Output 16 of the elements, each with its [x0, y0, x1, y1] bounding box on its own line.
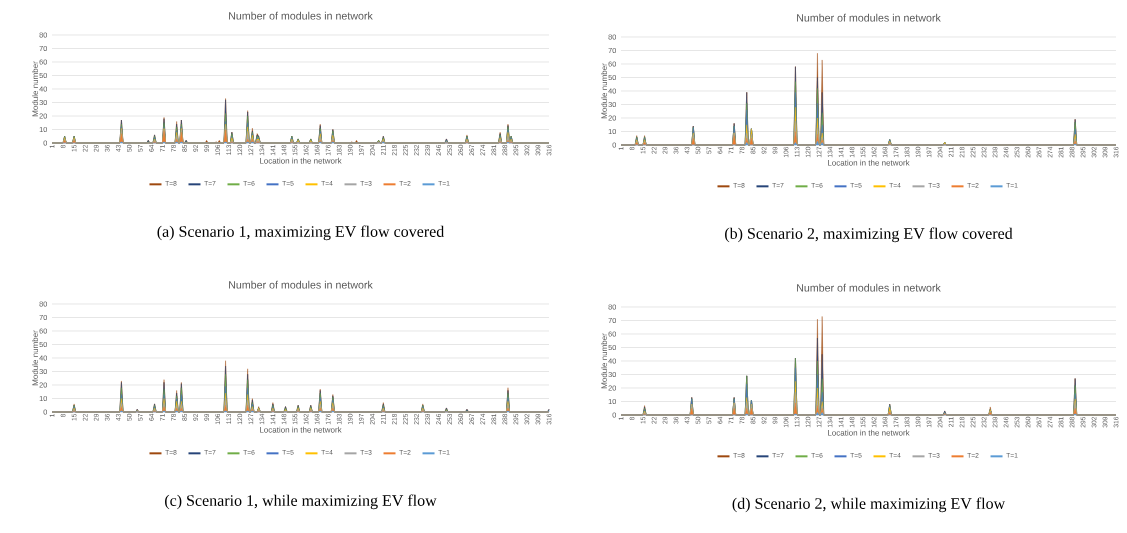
y-axis-title: Module number [601, 333, 607, 389]
y-axis-title: Module number [32, 330, 38, 386]
x-axis-title: Location in the network [828, 159, 910, 166]
chart-title: Number of modules in network [797, 13, 941, 22]
x-axis-title: Location in the network [260, 157, 342, 164]
y-axis-title: Module number [32, 61, 38, 117]
chart-title: Number of modules in network [229, 280, 373, 289]
chart-title: Number of modules in network [229, 11, 373, 20]
x-axis-title: Location in the network [260, 426, 342, 433]
text: (c) Scenario 1, while maximizing EV flow [165, 494, 437, 510]
x-axis-title: Location in the network [828, 429, 910, 436]
y-axis-title: Module number [601, 63, 607, 119]
text: (d) Scenario 2, while maximizing EV flow [732, 497, 1006, 513]
text: (b) Scenario 2, maximizing EV flow covered [725, 227, 1013, 243]
text: (a) Scenario 1, maximizing EV flow covered [157, 225, 445, 241]
chart-title: Number of modules in network [797, 283, 941, 292]
